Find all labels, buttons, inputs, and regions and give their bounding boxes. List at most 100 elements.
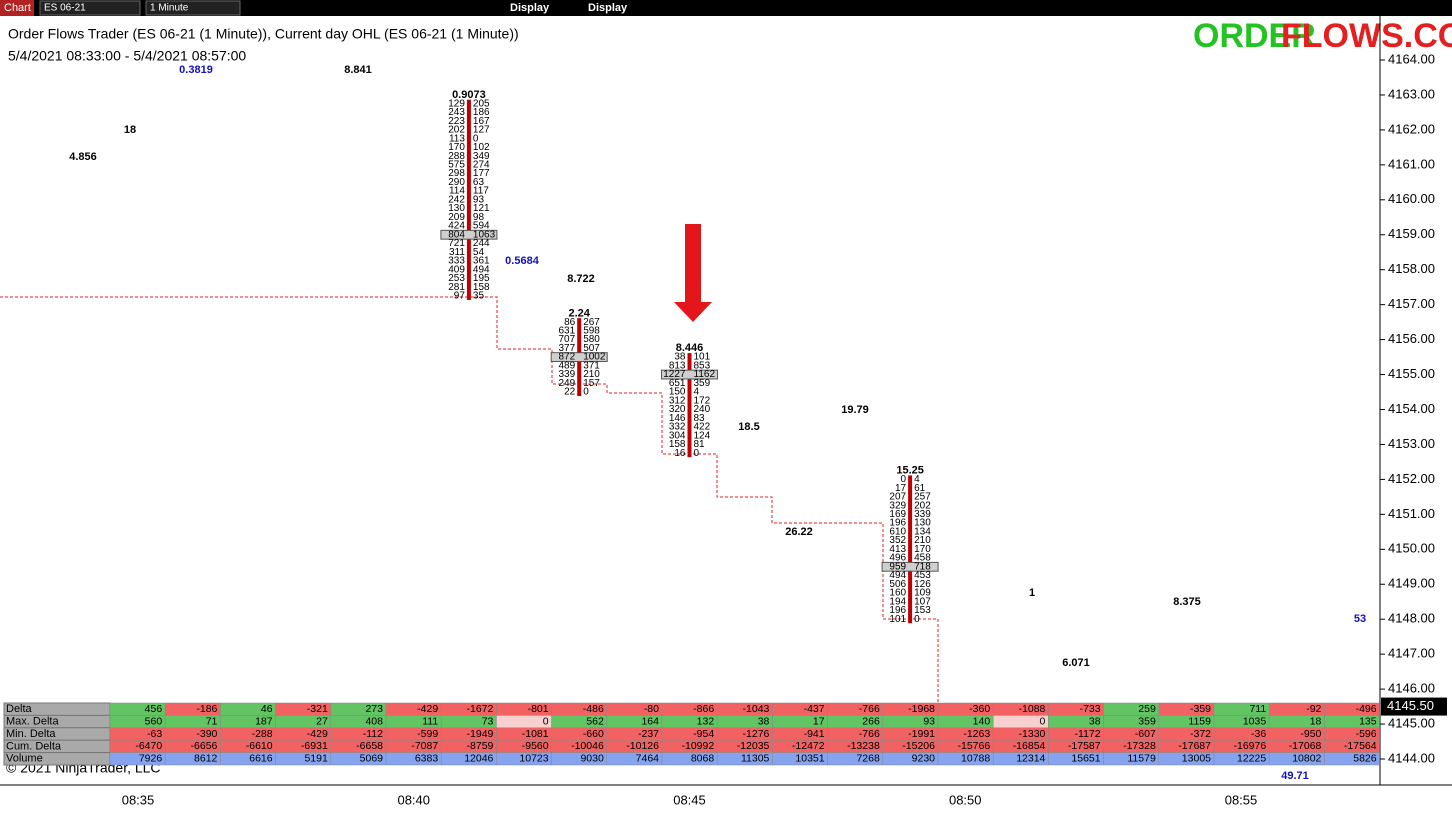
cell-value: 18	[1310, 715, 1322, 727]
ask-volume: 205	[473, 98, 490, 109]
ask-volume: 361	[473, 256, 490, 267]
bar-summary: 53	[1354, 613, 1366, 625]
bar-summary: 15.25	[896, 465, 924, 477]
cell-value: 164	[641, 715, 659, 727]
cell-value: 408	[365, 715, 383, 727]
price-label: 4146.00	[1388, 681, 1435, 696]
cell-value: -596	[1356, 728, 1377, 740]
bid-volume: 377	[559, 343, 576, 354]
ask-volume: 153	[914, 605, 931, 616]
bid-volume: 243	[448, 107, 465, 118]
bid-volume: 86	[564, 317, 576, 328]
menu[interactable]: Display	[588, 2, 628, 14]
cell-value: 46	[261, 703, 273, 715]
cell-value: -12035	[737, 740, 770, 752]
app-name[interactable]: Chart	[4, 2, 31, 14]
bid-volume: 113	[449, 133, 465, 144]
ask-volume: 157	[583, 378, 600, 389]
logo-order: ORDER	[1193, 17, 1316, 55]
cell-value: 359	[1138, 715, 1156, 727]
price-label: 4152.00	[1388, 471, 1435, 486]
arrow	[674, 224, 712, 322]
chart-tab[interactable]	[0, 0, 34, 16]
cell-value: 562	[586, 715, 604, 727]
bid-volume: 872	[559, 352, 576, 363]
cell-value: 132	[697, 715, 715, 727]
table-cell	[1324, 752, 1380, 766]
price-label: 4147.00	[1388, 646, 1435, 661]
interval-box[interactable]	[145, 0, 241, 16]
price-label: 4148.00	[1388, 611, 1435, 626]
ask-volume: 458	[914, 553, 931, 564]
cell-value: -1263	[963, 728, 990, 740]
cell-value: -12472	[792, 740, 825, 752]
time-label: 08:45	[673, 792, 706, 807]
cell-value: 8068	[691, 753, 715, 765]
ask-volume: 134	[914, 526, 931, 537]
cell-value: -1991	[908, 728, 935, 740]
current-price-box	[1381, 697, 1447, 716]
bid-volume: 158	[669, 439, 686, 450]
price-label: 4153.00	[1388, 436, 1435, 451]
ask-volume: 109	[914, 588, 931, 599]
current-price: 4145.50	[1387, 698, 1434, 713]
ask-volume: 124	[694, 430, 711, 441]
bar-summary: 0.9073	[452, 89, 486, 101]
cell-value: 17	[813, 715, 825, 727]
interval[interactable]: 1 Minute	[150, 3, 189, 14]
cell-value: -13238	[847, 740, 880, 752]
cell-value: -17328	[1123, 740, 1156, 752]
bid-volume: 223	[448, 116, 465, 127]
indicator-title: Order Flows Trader (ES 06-21 (1 Minute))…	[8, 26, 519, 42]
bid-volume: 494	[889, 570, 906, 581]
current-day-low-line	[0, 296, 1049, 724]
bid-volume: 332	[669, 422, 686, 433]
bid-volume: 150	[669, 387, 686, 398]
row-label: Min. Delta	[6, 728, 56, 740]
candle	[687, 353, 692, 458]
ask-volume: 35	[473, 291, 485, 302]
ask-volume: 130	[914, 518, 931, 529]
ask-volume: 422	[694, 422, 711, 433]
ask-volume: 240	[694, 404, 711, 415]
cell-value: 5191	[304, 753, 328, 765]
cell-value: 6616	[249, 753, 273, 765]
ask-volume: 54	[473, 247, 485, 258]
ask-volume: 107	[914, 596, 931, 607]
cell-value: -17068	[1289, 740, 1322, 752]
instrument[interactable]: ES 06-21	[44, 3, 86, 14]
bid-volume: 339	[559, 369, 576, 380]
cell-value: -6931	[301, 740, 328, 752]
ask-volume: 853	[694, 360, 711, 371]
cell-value: -15206	[902, 740, 935, 752]
bid-volume: 194	[889, 596, 906, 607]
ask-volume: 267	[583, 317, 600, 328]
instrument-box[interactable]	[39, 0, 141, 16]
cell-value: 140	[973, 715, 991, 727]
ask-volume: 274	[473, 159, 490, 170]
poc-box	[661, 369, 718, 380]
cell-value: 7464	[636, 753, 660, 765]
cell-value: 135	[1359, 715, 1377, 727]
bid-volume: 253	[448, 273, 465, 284]
ask-volume: 598	[583, 326, 600, 337]
bid-volume: 209	[448, 212, 465, 223]
bid-volume: 813	[669, 360, 686, 371]
cell-value: 93	[923, 715, 935, 727]
cell-value: -372	[1190, 728, 1211, 740]
cell-value: -186	[196, 703, 217, 715]
bid-volume: 333	[448, 256, 465, 267]
bid-volume: 281	[448, 282, 465, 293]
toolbar	[0, 0, 1452, 16]
ask-volume: 349	[473, 151, 490, 162]
ask-volume: 507	[583, 343, 600, 354]
cell-value: -866	[693, 703, 714, 715]
cell-value: -17687	[1178, 740, 1211, 752]
ask-volume: 98	[473, 212, 485, 223]
bar-summary: 2.24	[568, 307, 590, 319]
menu[interactable]: Display	[510, 2, 550, 14]
ask-volume: 1063	[473, 229, 496, 240]
price-label: 4155.00	[1388, 366, 1435, 381]
price-label: 4151.00	[1388, 506, 1435, 521]
ask-volume: 93	[473, 194, 485, 205]
